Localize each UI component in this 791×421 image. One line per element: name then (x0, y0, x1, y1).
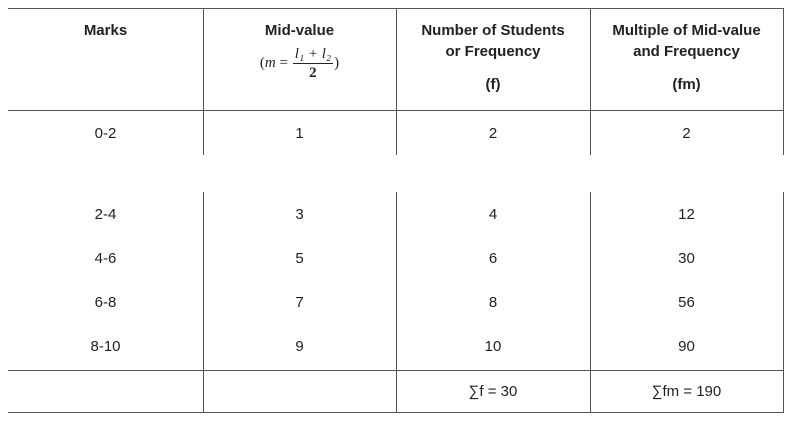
header-midvalue-label: Mid-value (264, 22, 335, 39)
header-fm: Multiple of Mid-value and Frequency (fm) (590, 20, 783, 95)
formula-equals: = (279, 54, 288, 71)
table-bottom-border (8, 412, 784, 413)
table-row-3-f: 8 (488, 294, 498, 311)
header-midvalue: Mid-value (m = l₁ + l₂ 2 ) (203, 20, 396, 82)
col-divider-2-lower (396, 192, 397, 412)
formula-close-paren: ) (334, 54, 340, 71)
total-frequency: ∑f = 30 (468, 383, 518, 400)
table-row-1-marks: 2-4 (94, 206, 117, 223)
row-0-2-mid: 1 (295, 125, 304, 142)
col-divider-3-lower (590, 192, 591, 412)
header-frequency-symbol: (f) (485, 76, 501, 93)
table-row-2-mid: 5 (295, 250, 304, 267)
row-0-2-f: 2 (488, 125, 498, 142)
table-row-3-fm: 56 (678, 294, 695, 311)
formula-denominator: 2 (309, 65, 317, 81)
total-fm: ∑fm = 190 (651, 383, 722, 400)
midvalue-formula: (m = l₁ + l₂ 2 ) (203, 45, 396, 82)
header-frequency-line2: or Frequency (445, 43, 541, 60)
table-row-4-fm: 90 (678, 338, 695, 355)
formula-numerator: l₁ + l₂ (292, 46, 334, 64)
row-0-2-fm: 2 (682, 125, 691, 142)
formula-open-paren: ( (259, 54, 265, 71)
table-right-border-lower (783, 192, 784, 412)
col-divider-3-upper (590, 8, 591, 155)
table-row-2-f: 6 (488, 250, 498, 267)
table-row-4-marks: 8-10 (90, 338, 121, 355)
table-row-4-f: 10 (484, 338, 502, 355)
header-fm-line1: Multiple of Mid-value (612, 22, 761, 39)
col-divider-1-upper (203, 8, 204, 155)
header-frequency-line1: Number of Students (421, 22, 565, 39)
table-row-1-mid: 3 (295, 206, 304, 223)
table-row-2-marks: 4-6 (94, 250, 117, 267)
col-divider-2-upper (396, 8, 397, 155)
col-divider-1-lower (203, 192, 204, 412)
table-row-1-f: 4 (488, 206, 498, 223)
formula-fraction: l₁ + l₂ 2 (292, 45, 334, 82)
table-row-3-mid: 7 (295, 294, 304, 311)
table-row-3-marks: 6-8 (94, 294, 117, 311)
header-fm-line2: and Frequency (633, 43, 740, 60)
table-right-border-upper (783, 8, 784, 155)
header-marks: Marks (83, 22, 128, 39)
table-row-1-fm: 12 (678, 206, 695, 223)
table-row-2-fm: 30 (678, 250, 695, 267)
table-row-4-mid: 9 (295, 338, 304, 355)
row-0-2-marks: 0-2 (94, 125, 117, 142)
header-frequency: Number of Students or Frequency (f) (396, 20, 590, 95)
formula-variable: m (264, 54, 276, 71)
header-fm-symbol: (fm) (672, 76, 701, 93)
